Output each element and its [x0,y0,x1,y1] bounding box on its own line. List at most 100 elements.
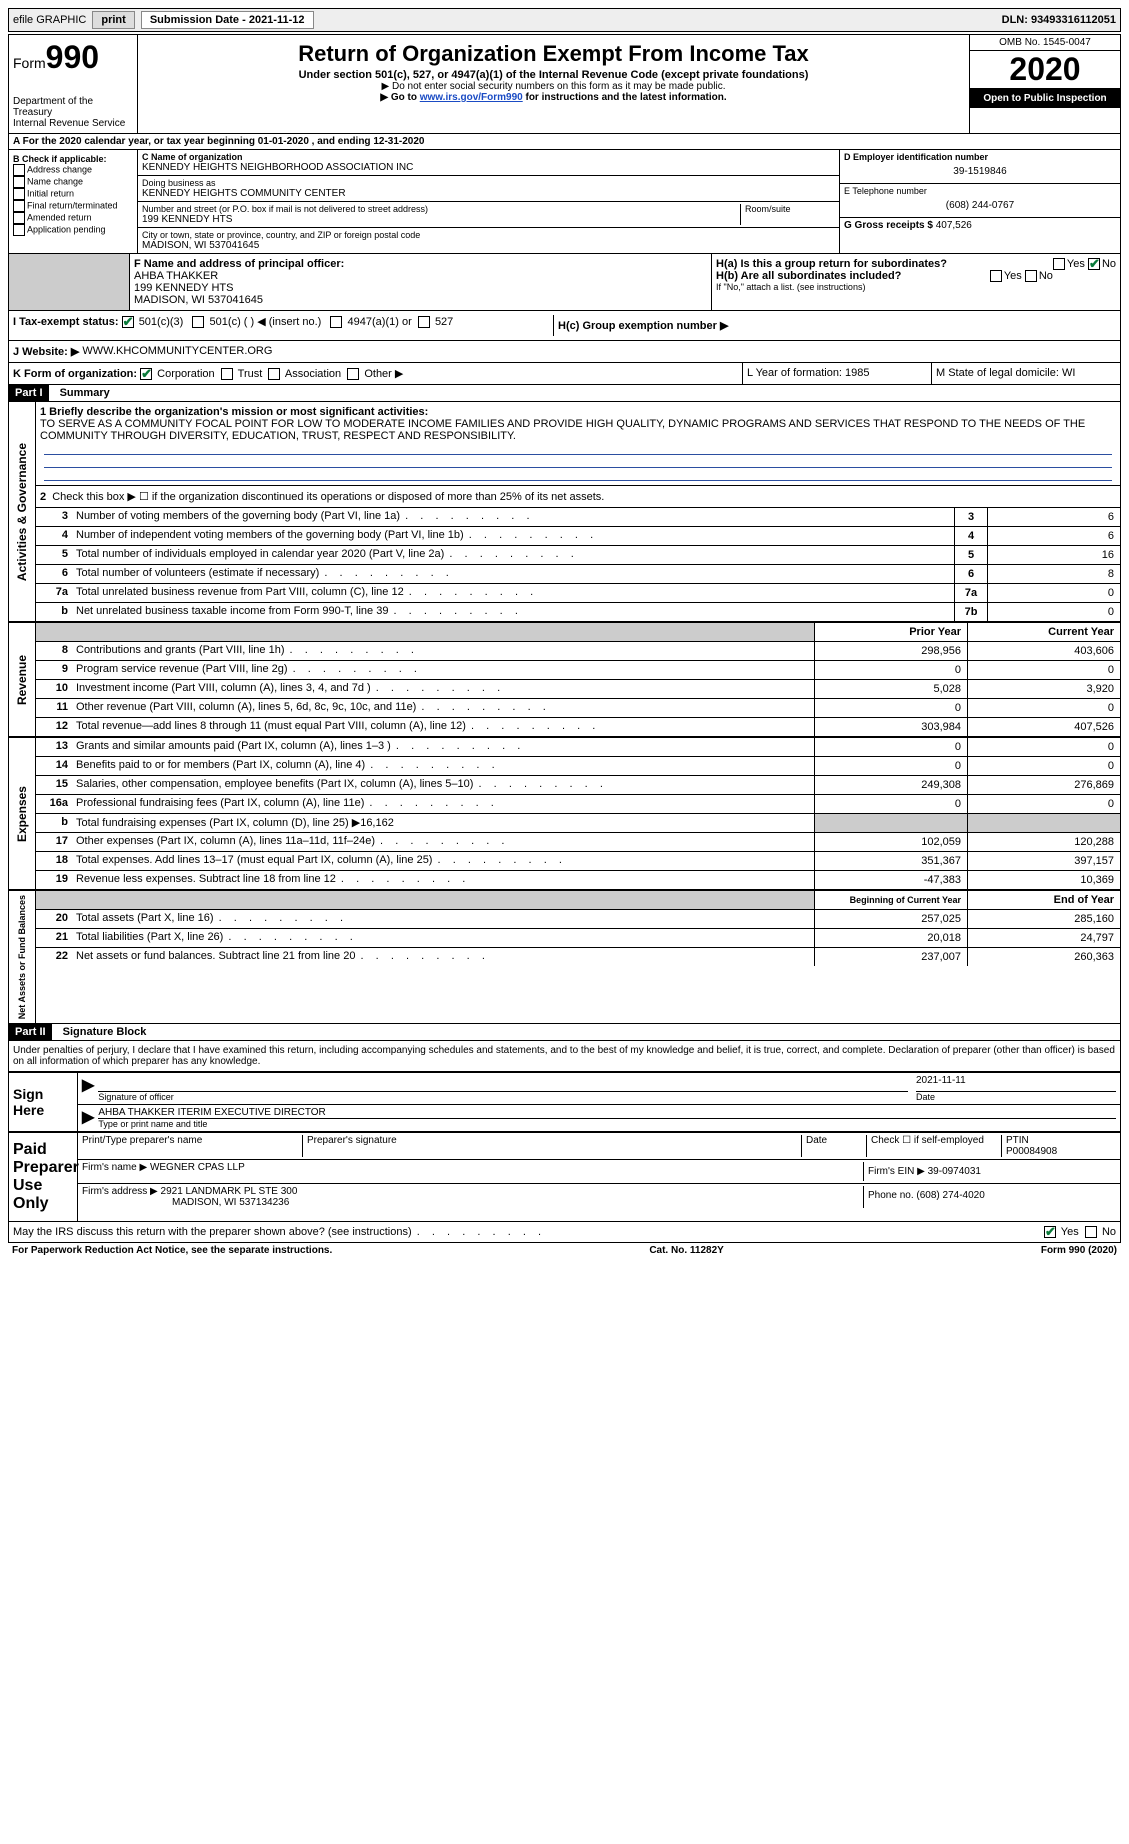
form-number: 990 [46,39,99,75]
discuss-row: May the IRS discuss this return with the… [9,1221,1120,1242]
paid-preparer-block: Paid Preparer Use Only Print/Type prepar… [9,1131,1120,1221]
hb-row: H(b) Are all subordinates included? Yes … [716,270,1116,282]
dba-label: Doing business as [142,178,835,188]
self-employed[interactable]: Check ☐ if self-employed [867,1135,1002,1157]
open-public-badge: Open to Public Inspection [970,89,1120,108]
firm-addr2: MADISON, WI 537134236 [82,1197,289,1208]
ssn-note: ▶ Do not enter social security numbers o… [142,81,965,92]
officer-addr1: 199 KENNEDY HTS [134,282,707,294]
g-gross-label: G Gross receipts $ [844,220,933,231]
officer-name: AHBA THAKKER [134,270,707,282]
chk-application-pending[interactable]: Application pending [13,224,133,236]
chk-4947[interactable] [330,316,342,328]
hb-no[interactable] [1025,270,1037,282]
header-center: Return of Organization Exempt From Incom… [138,35,969,133]
d-ein-label: D Employer identification number [844,152,1116,162]
gov-section: Activities & Governance 1 Briefly descri… [9,402,1120,623]
chk-address-change[interactable]: Address change [13,164,133,176]
chk-final-return[interactable]: Final return/terminated [13,200,133,212]
exp-vlabel: Expenses [13,782,31,846]
chk-initial-return[interactable]: Initial return [13,188,133,200]
paid-preparer-label: Paid Preparer Use Only [9,1133,78,1221]
line2: 2 Check this box ▶ ☐ if the organization… [36,486,1120,508]
submission-date: Submission Date - 2021-11-12 [141,11,314,29]
omb-number: OMB No. 1545-0047 [970,35,1120,50]
c-name-label: C Name of organization [142,152,835,162]
form-subtitle: Under section 501(c), 527, or 4947(a)(1)… [142,69,965,81]
discuss-no[interactable] [1085,1226,1097,1238]
col-begin: Beginning of Current Year [814,891,967,909]
firm-addr1: 2921 LANDMARK PL STE 300 [161,1186,298,1197]
tax-year: 2020 [970,50,1120,89]
mission-text: TO SERVE AS A COMMUNITY FOCAL POINT FOR … [40,418,1116,442]
data-line: 17Other expenses (Part IX, column (A), l… [36,833,1120,852]
chk-trust[interactable] [221,368,233,380]
k-label: K Form of organization: [13,368,137,380]
chk-corp[interactable] [140,368,152,380]
hb-yes[interactable] [990,270,1002,282]
phone-lbl: Phone no. [868,1190,914,1201]
prep-sig-lbl: Preparer's signature [303,1135,802,1157]
sign-here-block: Sign Here ▶ Signature of officer 2021-11… [9,1071,1120,1131]
irs-link[interactable]: www.irs.gov/Form990 [420,92,523,103]
header-right: OMB No. 1545-0047 2020 Open to Public In… [969,35,1120,133]
gov-line: 7aTotal unrelated business revenue from … [36,584,1120,603]
arrow-icon: ▶ [82,1107,94,1129]
chk-name-change[interactable]: Name change [13,176,133,188]
chk-501c[interactable] [192,316,204,328]
efile-label: efile GRAPHIC [13,14,86,26]
klm-row: K Form of organization: Corporation Trus… [9,363,1120,385]
page-footer: For Paperwork Reduction Act Notice, see … [8,1243,1121,1258]
line1-mission: 1 Briefly describe the organization's mi… [36,402,1120,486]
type-name-label: Type or print name and title [98,1119,1116,1129]
e-phone-label: E Telephone number [844,186,1116,196]
chk-501c3[interactable] [122,316,134,328]
ptin: P00084908 [1006,1146,1116,1157]
ha-no[interactable] [1088,258,1100,270]
gov-line: bNet unrelated business taxable income f… [36,603,1120,621]
chk-527[interactable] [418,316,430,328]
chk-assoc[interactable] [268,368,280,380]
f-h-row: F Name and address of principal officer:… [9,254,1120,311]
hc-label: H(c) Group exemption number ▶ [558,320,728,332]
data-line: 16aProfessional fundraising fees (Part I… [36,795,1120,814]
form-word: Form [13,55,46,71]
officer-addr2: MADISON, WI 537041645 [134,294,707,306]
firm-ein-lbl: Firm's EIN ▶ [868,1166,925,1177]
form-header: Form990 Department of the Treasury Inter… [9,35,1120,134]
col-curr: Current Year [967,623,1120,641]
dln-label: DLN: 93493316112051 [1002,14,1116,26]
gross-receipts: 407,526 [936,220,972,231]
col-prior: Prior Year [814,623,967,641]
goto-note: ▶ Go to www.irs.gov/Form990 for instruct… [142,92,965,103]
city-label: City or town, state or province, country… [142,230,835,240]
data-line: 19Revenue less expenses. Subtract line 1… [36,871,1120,889]
chk-amended[interactable]: Amended return [13,212,133,224]
data-line: 18Total expenses. Add lines 13–17 (must … [36,852,1120,871]
arrow-icon: ▶ [82,1075,94,1102]
footer-left: For Paperwork Reduction Act Notice, see … [12,1245,332,1256]
part2-sub: Signature Block [55,1026,147,1038]
firm-name: WEGNER CPAS LLP [150,1162,245,1173]
rev-vlabel: Revenue [13,651,31,709]
data-line: 13Grants and similar amounts paid (Part … [36,738,1120,757]
discuss-yes[interactable] [1044,1226,1056,1238]
data-line: 21Total liabilities (Part X, line 26)20,… [36,929,1120,948]
chk-other[interactable] [347,368,359,380]
footer-right: Form 990 (2020) [1041,1245,1117,1256]
top-toolbar: efile GRAPHIC print Submission Date - 20… [8,8,1121,32]
firm-ein: 39-0974031 [928,1166,981,1177]
part2-header: Part II Signature Block [9,1024,1120,1041]
discuss-text: May the IRS discuss this return with the… [13,1226,412,1238]
col-end: End of Year [967,891,1120,909]
part1-badge: Part I [9,385,49,401]
part1-header: Part I Summary [9,385,1120,402]
gov-line: 4Number of independent voting members of… [36,527,1120,546]
section-a: A For the 2020 calendar year, or tax yea… [9,134,1120,150]
part1-sub: Summary [52,387,110,399]
print-button[interactable]: print [92,11,134,29]
header-left: Form990 Department of the Treasury Inter… [9,35,138,133]
prep-date-lbl: Date [802,1135,867,1157]
ha-yes[interactable] [1053,258,1065,270]
col-b-checkboxes: B Check if applicable: Address change Na… [9,150,138,253]
